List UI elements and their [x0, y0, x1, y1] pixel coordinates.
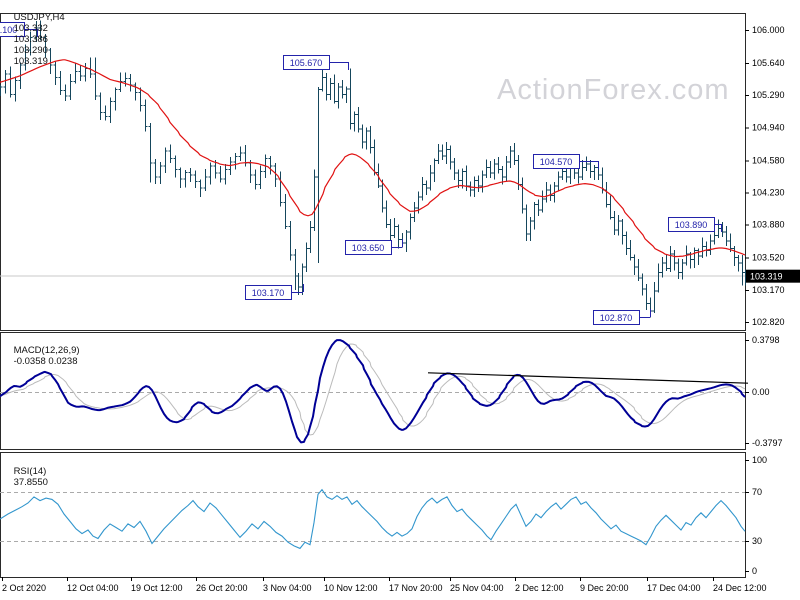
- date-tick-label: 12 Oct 04:00: [67, 583, 119, 593]
- axis-tick-label: 104.230: [752, 188, 785, 198]
- axis-tick-label: 0.00: [752, 387, 770, 397]
- axis-tick-label: 106.000: [752, 25, 785, 35]
- moving-average-line: [0, 59, 746, 258]
- ma-overlay: [0, 59, 746, 258]
- date-tick-label: 19 Oct 12:00: [131, 583, 183, 593]
- axis-tick-label: 104.940: [752, 122, 785, 132]
- rsi-values: 37.8550: [13, 477, 48, 488]
- rsi-label: RSI(14): [13, 466, 47, 477]
- date-tick-label: 25 Nov 04:00: [450, 583, 504, 593]
- axis-tick-label: 103.170: [752, 285, 785, 295]
- axis-tick-label: 70: [752, 487, 762, 497]
- swing-label-text: 102.870: [600, 313, 633, 323]
- date-tick-label: 26 Oct 20:00: [196, 583, 248, 593]
- date-tick-label: 17 Nov 20:00: [389, 583, 443, 593]
- macd-values: -0.0358 0.0238: [13, 356, 78, 367]
- swing-label-box: [533, 154, 580, 169]
- symbol-timeframe-label: USDJPY,H4: [13, 12, 65, 23]
- right-axis: 106.000 105.640 105.290 104.940 104.580 104.2…: [745, 25, 785, 576]
- high-value: 103.386: [13, 34, 48, 45]
- macd-trendline[interactable]: [427, 372, 749, 384]
- price-series: [0, 20, 748, 318]
- reference-lines: [0, 275, 745, 542]
- swing-label-box: [283, 55, 330, 70]
- axis-tick-label: -0.3797: [752, 438, 783, 448]
- date-tick-label: 2 Dec 12:00: [515, 583, 564, 593]
- axis-tick-label: 103.880: [752, 220, 785, 230]
- price-bars[interactable]: [0, 20, 748, 318]
- rsi-series: [0, 488, 746, 550]
- axis-tick-label: 0.3798: [752, 335, 780, 345]
- axis-tick-label: 105.640: [752, 58, 785, 68]
- macd-main-line: [0, 339, 746, 444]
- close-value: 103.319: [13, 56, 48, 67]
- axis-tick-label: 104.580: [752, 155, 785, 165]
- swing-label-text: 103.650: [352, 243, 385, 253]
- panel-frames: [0, 13, 746, 578]
- swing-labels: 106.100 105.670 103.650 103.170 104.570 103.8…: [0, 22, 722, 325]
- macd-signal-line: [0, 343, 746, 436]
- current-price-value: 103.319: [750, 272, 783, 282]
- symbol-ohlc-header: USDJPY,H4 103.332 103.386 103.290 103.31…: [3, 1, 70, 78]
- swing-label-box: [245, 285, 292, 300]
- swing-label-text: 105.670: [290, 58, 323, 68]
- rsi-indicator-header: RSI(14) 37.8550: [3, 455, 53, 499]
- swing-label-box: [345, 240, 392, 255]
- current-price-tag: 103.319: [746, 269, 800, 283]
- low-value: 103.290: [13, 45, 48, 56]
- date-tick-label: 24 Dec 12:00: [713, 583, 767, 593]
- date-tick-label: 9 Dec 20:00: [580, 583, 629, 593]
- swing-label-text: 103.890: [675, 220, 708, 230]
- swing-label-text: 104.570: [540, 157, 573, 167]
- watermark: ActionForex.com: [497, 74, 730, 106]
- axis-tick-label: 105.290: [752, 90, 785, 100]
- swing-label-box: [593, 310, 640, 325]
- macd-label: MACD(12,26,9): [13, 345, 80, 356]
- swing-label-text: 106.100: [0, 25, 17, 35]
- date-tick-label: 10 Nov 12:00: [324, 583, 378, 593]
- axis-tick-label: 103.520: [752, 253, 785, 263]
- open-value: 103.332: [13, 23, 48, 34]
- swing-label-box: [0, 22, 25, 37]
- macd-series: [0, 339, 749, 444]
- date-tick-label: 3 Nov 04:00: [263, 583, 312, 593]
- rsi-line: [0, 488, 746, 550]
- axis-tick-label: 100: [752, 455, 767, 465]
- date-axis: 2 Oct 2020 12 Oct 04:00 19 Oct 12:00 26 Oct…: [2, 577, 767, 593]
- macd-indicator-header: MACD(12,26,9) -0.0358 0.0238: [3, 334, 85, 378]
- swing-label-text: 103.170: [252, 288, 285, 298]
- swing-label-box: [668, 217, 715, 232]
- date-tick-label: 2 Oct 2020: [2, 583, 46, 593]
- axis-tick-label: 0: [752, 566, 757, 576]
- axis-tick-label: 102.820: [752, 317, 785, 327]
- date-tick-label: 17 Dec 04:00: [647, 583, 701, 593]
- axis-tick-label: 30: [752, 536, 762, 546]
